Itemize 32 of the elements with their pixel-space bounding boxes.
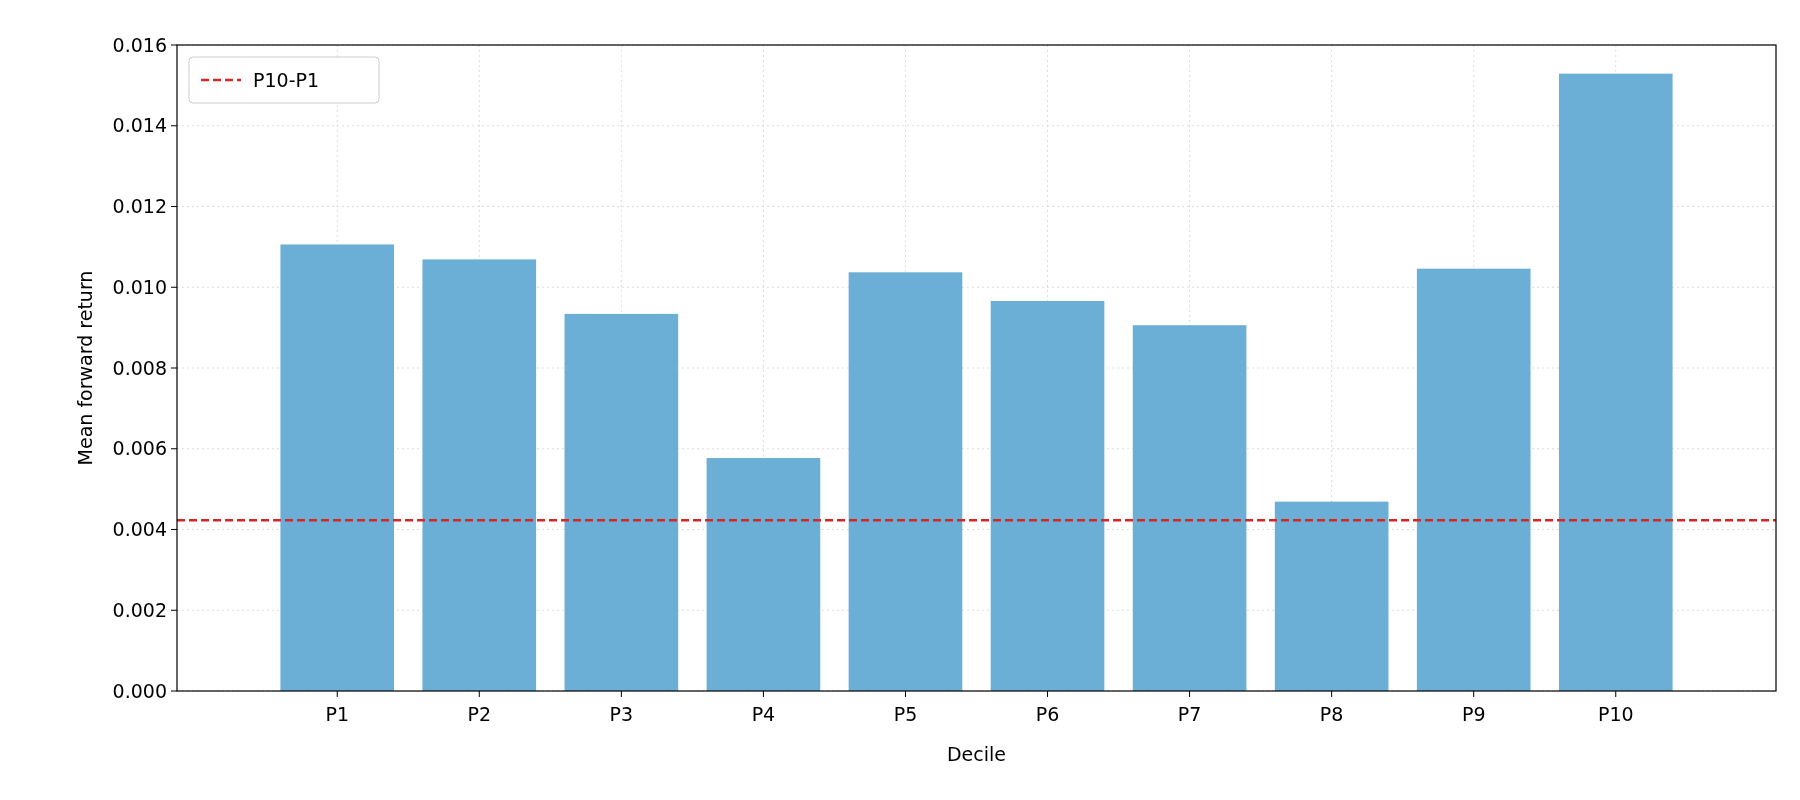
x-tick-label: P2 (467, 703, 492, 725)
y-tick-label: 0.014 (112, 114, 167, 137)
y-axis-title: Mean forward return (74, 270, 96, 466)
bar (1558, 73, 1673, 691)
y-tick-label: 0.016 (112, 33, 167, 56)
bar (422, 259, 537, 691)
bar (280, 244, 395, 691)
x-tick-label: P7 (1177, 703, 1202, 725)
x-tick-label: P10 (1597, 703, 1634, 725)
bar (990, 300, 1105, 691)
bar (1274, 501, 1389, 691)
y-tick-label: 0.002 (112, 598, 167, 621)
x-tick-label: P3 (609, 703, 634, 725)
x-tick-label: P9 (1461, 703, 1486, 725)
x-tick-label: P5 (893, 703, 918, 725)
y-tick-label: 0.006 (112, 437, 167, 460)
x-tick-label: P1 (325, 703, 350, 725)
x-tick-label: P8 (1319, 703, 1344, 725)
y-tick-label: 0.010 (112, 275, 167, 298)
bar (564, 313, 679, 691)
bar (1416, 268, 1531, 691)
legend-label: P10-P1 (253, 68, 320, 91)
y-tick-label: 0.012 (112, 195, 167, 218)
bar (1132, 325, 1247, 691)
y-tick-label: 0.000 (112, 679, 167, 702)
bar (706, 458, 821, 691)
bar (848, 272, 963, 691)
x-tick-label: P4 (751, 703, 776, 725)
y-tick-label: 0.008 (112, 356, 167, 379)
x-tick-label: P6 (1035, 703, 1060, 725)
y-tick-label: 0.004 (112, 518, 167, 541)
x-axis-title: Decile (946, 743, 1007, 765)
